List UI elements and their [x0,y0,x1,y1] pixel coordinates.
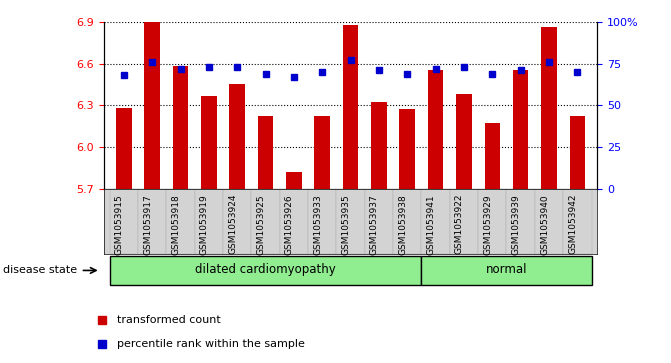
Bar [336,189,365,254]
Text: GSM1053915: GSM1053915 [115,194,124,255]
Text: GSM1053941: GSM1053941 [427,194,435,254]
Bar [563,189,592,254]
Text: GSM1053942: GSM1053942 [568,194,577,254]
Bar [252,189,280,254]
Text: normal: normal [486,263,527,276]
Bar [450,189,478,254]
Bar [258,117,273,189]
Bar [166,189,195,254]
Text: transformed count: transformed count [117,315,221,325]
Bar [223,189,252,254]
Bar [513,70,529,189]
Bar [535,189,563,254]
Bar [570,117,585,189]
Text: GSM1053937: GSM1053937 [370,194,379,255]
Bar [109,189,138,254]
Text: disease state: disease state [3,265,77,276]
Bar [541,27,557,189]
Bar [507,189,535,254]
Bar [229,85,245,189]
Bar [371,102,386,189]
Bar [172,66,189,189]
Bar [308,189,336,254]
Text: GSM1053924: GSM1053924 [228,194,238,254]
Bar [109,256,421,285]
Bar [195,189,223,254]
Bar [421,189,450,254]
Text: GSM1053929: GSM1053929 [483,194,493,254]
Text: GSM1053938: GSM1053938 [399,194,407,255]
Text: GSM1053939: GSM1053939 [512,194,521,255]
Text: GSM1053933: GSM1053933 [313,194,322,255]
Bar [315,117,330,189]
Text: GSM1053919: GSM1053919 [200,194,209,255]
Bar [280,189,308,254]
Bar [478,189,507,254]
Bar [421,256,592,285]
Text: GSM1053918: GSM1053918 [172,194,180,255]
Text: GSM1053935: GSM1053935 [342,194,351,255]
Text: GSM1053917: GSM1053917 [143,194,152,255]
Bar [286,172,302,189]
Bar [343,25,358,189]
Bar [428,70,444,189]
Text: GSM1053940: GSM1053940 [540,194,549,254]
Text: GSM1053925: GSM1053925 [256,194,266,254]
Bar [393,189,421,254]
Bar [456,94,472,189]
Bar [138,189,166,254]
Text: percentile rank within the sample: percentile rank within the sample [117,339,305,349]
Bar [484,123,500,189]
Bar [144,22,160,189]
Bar [116,108,132,189]
Text: dilated cardiomyopathy: dilated cardiomyopathy [195,263,336,276]
Bar [399,110,415,189]
Bar [201,95,217,189]
Text: GSM1053926: GSM1053926 [285,194,294,254]
Bar [365,189,393,254]
Text: GSM1053922: GSM1053922 [455,194,464,254]
